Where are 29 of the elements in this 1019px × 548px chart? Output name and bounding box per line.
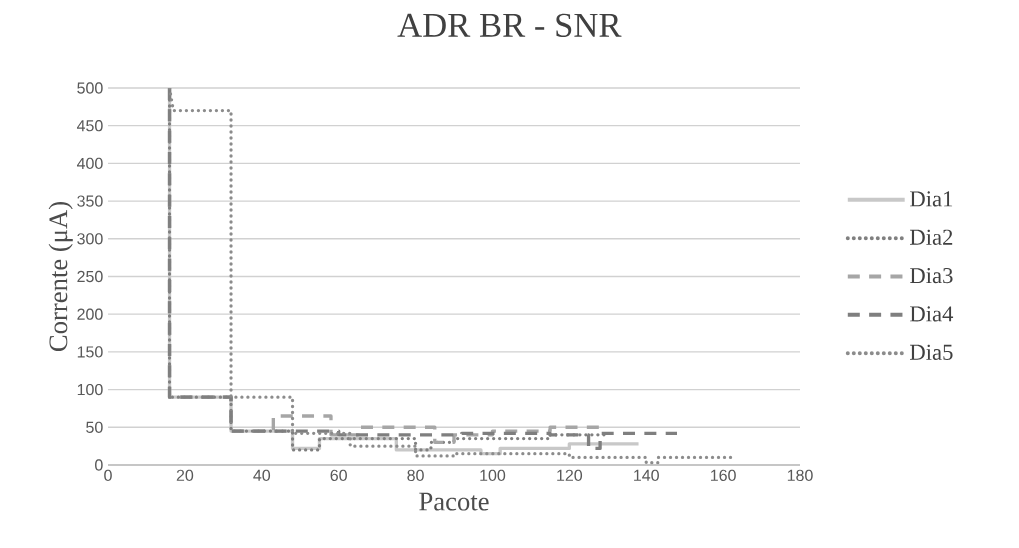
y-tick-label: 250	[77, 270, 103, 283]
x-tick-label: 120	[557, 469, 583, 482]
y-tick-label: 100	[77, 383, 103, 396]
legend-label: Dia2	[910, 229, 953, 245]
x-tick-label: 140	[634, 469, 659, 482]
x-tick-label: 100	[480, 469, 506, 482]
x-tick-label: 160	[710, 469, 736, 482]
y-tick-label: 500	[77, 82, 103, 94]
x-axis-title: Pacote	[419, 492, 489, 511]
legend-label: Dia4	[910, 306, 954, 322]
y-tick-label: 350	[77, 195, 103, 207]
legend-label: Dia5	[910, 344, 953, 360]
x-tick-label: 40	[253, 469, 271, 482]
y-axis-title: Corrente (μA)	[48, 202, 73, 352]
y-tick-label: 450	[76, 120, 103, 132]
y-tick-label: 200	[77, 308, 103, 320]
x-tick-label: 20	[176, 469, 194, 482]
y-tick-label: 300	[77, 233, 103, 245]
legend-label: Dia1	[910, 191, 953, 207]
x-tick-label: 60	[330, 469, 347, 482]
y-tick-label: 50	[86, 421, 103, 433]
chart-title: ADR BR - SNR	[397, 13, 622, 37]
x-tick-label: 0	[104, 469, 112, 482]
legend-label: Dia3	[910, 267, 953, 284]
y-tick-label: 150	[77, 346, 103, 358]
x-tick-label: 80	[407, 469, 424, 482]
x-tick-label: 180	[787, 469, 813, 482]
y-tick-label: 400	[76, 157, 103, 170]
y-tick-label: 0	[95, 459, 103, 471]
